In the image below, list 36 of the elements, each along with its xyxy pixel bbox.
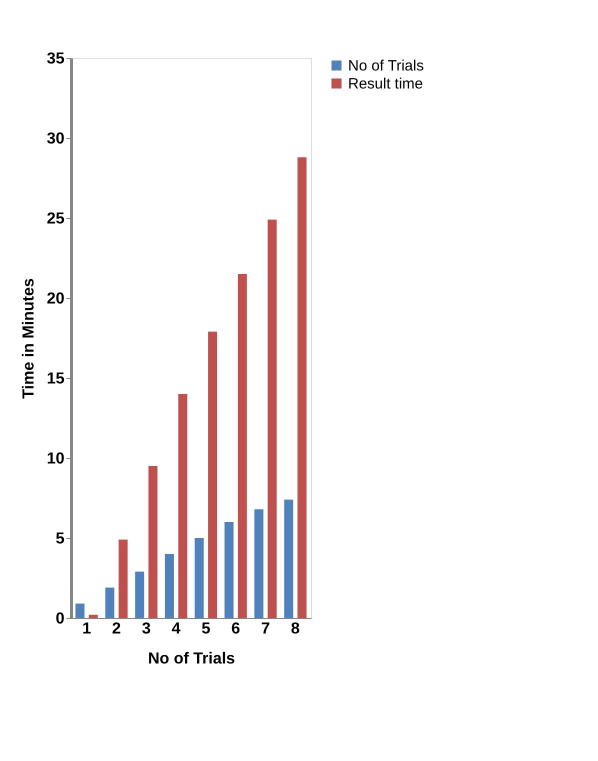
y-tick-label: 15: [46, 370, 65, 388]
bar: [105, 588, 114, 618]
x-axis-title: No of Trials: [148, 650, 236, 668]
bar: [284, 500, 294, 618]
y-tick-label: 0: [56, 610, 65, 628]
y-tick-label: 25: [46, 210, 65, 228]
bar: [268, 220, 277, 618]
x-tick-label: 4: [172, 620, 181, 638]
bar: [135, 572, 144, 618]
bar: [224, 522, 234, 618]
x-tick-label: 2: [112, 620, 122, 638]
x-tick-label: 7: [261, 620, 270, 638]
bar: [254, 509, 264, 618]
x-tick-label: 8: [290, 620, 300, 638]
y-tick-label: 5: [56, 530, 65, 548]
x-tick-label: 6: [231, 620, 240, 638]
bar: [208, 332, 218, 618]
y-tick-label: 10: [46, 450, 65, 468]
bar: [118, 540, 128, 618]
y-tick-label: 20: [46, 290, 65, 308]
bar: [164, 554, 174, 618]
bar: [178, 394, 188, 618]
x-tick-label: 5: [201, 620, 210, 638]
bar: [88, 614, 98, 618]
bar: [148, 466, 158, 618]
x-tick-label: 1: [82, 620, 92, 638]
bar: [194, 538, 204, 618]
x-tick-label: 3: [142, 620, 151, 638]
legend-label: No of Trials: [348, 58, 424, 74]
y-tick-label: 30: [46, 130, 65, 148]
bar: [75, 604, 84, 618]
y-tick-label: 35: [46, 50, 65, 68]
bar: [238, 274, 247, 618]
y-axis-title: Time in Minutes: [20, 278, 38, 399]
legend-label: Result time: [348, 76, 424, 92]
bar: [298, 157, 307, 618]
